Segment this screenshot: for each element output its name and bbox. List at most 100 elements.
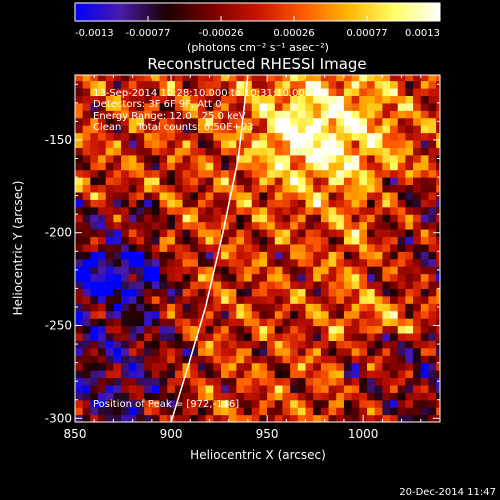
heatmap-cell bbox=[151, 147, 161, 156]
heatmap-cell bbox=[82, 117, 91, 126]
heatmap-cell bbox=[274, 355, 284, 364]
heatmap-cell bbox=[297, 318, 307, 327]
heatmap-cell bbox=[174, 80, 184, 89]
heatmap-cell bbox=[359, 87, 368, 97]
heatmap-cell bbox=[182, 177, 191, 186]
heatmap-cell bbox=[244, 214, 253, 223]
heatmap-cell bbox=[167, 95, 176, 104]
heatmap-cell bbox=[320, 139, 330, 148]
heatmap-cell bbox=[267, 318, 276, 327]
heatmap-cell bbox=[151, 318, 161, 327]
heatmap-cell bbox=[190, 102, 199, 111]
heatmap-cell bbox=[236, 384, 245, 393]
heatmap-cell bbox=[205, 362, 214, 371]
heatmap-cell bbox=[113, 288, 122, 297]
heatmap-cell bbox=[274, 414, 284, 422]
heatmap-cell bbox=[213, 191, 222, 200]
heatmap-cell bbox=[305, 139, 314, 148]
heatmap-cell bbox=[305, 184, 314, 193]
heatmap-cell bbox=[420, 236, 430, 245]
heatmap-cell bbox=[367, 80, 376, 89]
heatmap-cell bbox=[390, 370, 399, 379]
heatmap-cell bbox=[305, 154, 314, 163]
heatmap-cell bbox=[236, 147, 245, 156]
heatmap-cell bbox=[397, 147, 407, 156]
heatmap-cell bbox=[297, 258, 307, 267]
heatmap-cell bbox=[382, 280, 391, 289]
heatmap-cell bbox=[405, 236, 414, 245]
heatmap-cell bbox=[436, 347, 440, 356]
heatmap-cell bbox=[75, 392, 84, 401]
heatmap-cell bbox=[313, 384, 322, 393]
heatmap-cell bbox=[182, 206, 191, 215]
heatmap-cell bbox=[382, 407, 391, 416]
heatmap-cell bbox=[420, 132, 430, 141]
heatmap-cell bbox=[436, 184, 440, 193]
heatmap-cell bbox=[336, 280, 345, 289]
heatmap-cell bbox=[82, 377, 91, 386]
heatmap-cell bbox=[328, 384, 337, 393]
heatmap-cell bbox=[151, 370, 161, 379]
heatmap-cell bbox=[121, 229, 130, 238]
heatmap-cell bbox=[251, 147, 261, 156]
heatmap-cell bbox=[205, 154, 214, 163]
heatmap-cell bbox=[121, 280, 130, 289]
heatmap-cell bbox=[274, 258, 284, 267]
heatmap-cell bbox=[367, 318, 376, 327]
heatmap-cell bbox=[228, 177, 237, 186]
heatmap-cell bbox=[128, 221, 138, 230]
heatmap-cell bbox=[374, 347, 383, 356]
heatmap-cell bbox=[221, 258, 230, 267]
heatmap-cell bbox=[274, 399, 284, 408]
heatmap-cell bbox=[320, 169, 330, 178]
heatmap-cell bbox=[105, 399, 115, 408]
heatmap-cell bbox=[151, 139, 161, 148]
heatmap-cell bbox=[305, 295, 314, 304]
heatmap-cell bbox=[190, 236, 199, 245]
heatmap-cell bbox=[436, 384, 440, 393]
heatmap-cell bbox=[367, 310, 376, 319]
heatmap-cell bbox=[75, 154, 84, 163]
heatmap-cell bbox=[351, 177, 360, 186]
heatmap-cell bbox=[151, 214, 161, 223]
heatmap-cell bbox=[413, 132, 422, 141]
heatmap-cell bbox=[167, 392, 176, 401]
heatmap-cell bbox=[359, 384, 368, 393]
heatmap-cell bbox=[228, 162, 237, 171]
heatmap-cell bbox=[305, 392, 314, 401]
heatmap-cell bbox=[297, 288, 307, 297]
heatmap-cell bbox=[144, 318, 153, 327]
heatmap-cell bbox=[228, 132, 237, 141]
heatmap-cell bbox=[343, 362, 353, 371]
heatmap-cell bbox=[144, 75, 153, 82]
heatmap-cell bbox=[159, 125, 168, 134]
heatmap-cell bbox=[351, 162, 360, 171]
heatmap-cell bbox=[336, 214, 345, 223]
heatmap-cell bbox=[213, 399, 222, 408]
heatmap-cell bbox=[259, 95, 268, 104]
heatmap-cell bbox=[305, 95, 314, 104]
axis-ticks: 850 900 950 1000-150-200-250-300 bbox=[45, 75, 441, 441]
heatmap-cell bbox=[436, 147, 440, 156]
heatmap-cell bbox=[144, 288, 153, 297]
heatmap-cell bbox=[144, 258, 153, 267]
heatmap-cell bbox=[75, 169, 84, 178]
heatmap-cell bbox=[197, 147, 207, 156]
heatmap-cell bbox=[244, 392, 253, 401]
heatmap-cell bbox=[336, 125, 345, 134]
heatmap-cell bbox=[98, 318, 107, 327]
heatmap-cell bbox=[328, 110, 337, 119]
heatmap-cell bbox=[320, 355, 330, 364]
heatmap-cell bbox=[343, 236, 353, 245]
heatmap-cell bbox=[374, 125, 383, 134]
heatmap-cell bbox=[290, 147, 299, 156]
heatmap-cell bbox=[305, 370, 314, 379]
heatmap-cell bbox=[197, 370, 207, 379]
heatmap-cell bbox=[75, 251, 84, 260]
heatmap-cell bbox=[313, 377, 322, 386]
heatmap-cell bbox=[244, 370, 253, 379]
heatmap-cell bbox=[374, 87, 383, 97]
heatmap-cell bbox=[174, 110, 184, 119]
colorbar-tick-label: 0.00026 bbox=[273, 28, 314, 39]
colorbar bbox=[74, 2, 441, 22]
